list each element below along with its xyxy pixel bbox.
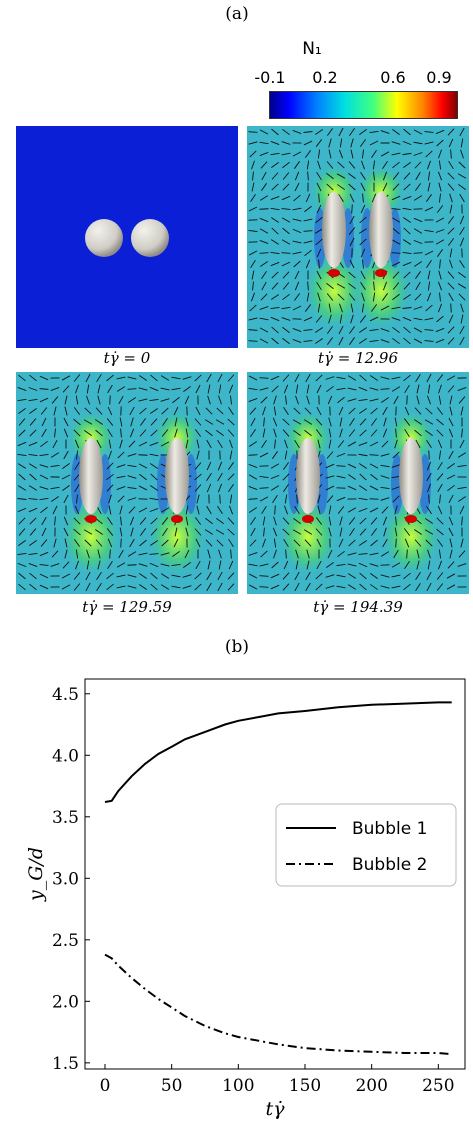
bubble-1-sphere [85,219,123,257]
panel-caption: tγ̇ = 12.96 [317,349,399,367]
y-tick-label: 1.5 [52,1054,79,1074]
series-line-bubble-2 [104,953,452,1056]
panel-deformed-2 [16,372,238,594]
panel-caption: tγ̇ = 129.59 [82,598,172,616]
legend: Bubble 1 Bubble 2 [275,803,457,887]
line-chart: 0 50 100 150 200 250 1.5 2.0 2.5 3.0 3.5 4.0 4.5 tγ̇ y… [25,678,466,1120]
panel-caption: tγ̇ = 0 [103,349,151,367]
panel-initial [16,126,238,348]
colorbar-title: N₁ [302,39,322,59]
bubble-2-sphere [131,219,169,257]
x-tick-label: 0 [100,1076,111,1096]
panel-caption: tγ̇ = 194.39 [313,598,403,616]
x-tick-label: 100 [222,1076,254,1096]
y-axis-label: y_G/d [25,847,47,902]
colorbar-tick: -0.1 [254,68,286,87]
bubble-2-shape [369,192,393,268]
bubble-2-tip-stress [375,269,387,277]
legend-label: Bubble 1 [352,819,427,839]
bubble-1-tip-stress [85,515,97,523]
colorbar-tick: 0.2 [312,68,338,87]
colorbar-tick: 0.9 [426,68,452,87]
y-tick-label: 4.0 [52,746,79,766]
y-tick-label: 3.5 [52,808,79,828]
x-tick-label: 50 [161,1076,183,1096]
y-tick-label: 2.5 [52,931,79,951]
panel-deformed-1 [247,126,469,348]
bubble-2-tip-stress [405,515,417,523]
y-tick-label: 3.0 [52,869,79,889]
bubble-1-tip-stress [302,515,314,523]
colorbar [269,91,458,119]
figure-label-b: (b) [224,637,250,657]
legend-label: Bubble 2 [352,855,427,875]
x-tick-label: 200 [355,1076,387,1096]
figure-label-a: (a) [225,4,249,24]
bubble-1-shape [79,438,103,514]
bubble-1-tip-stress [328,269,340,277]
x-tick-label: 150 [289,1076,321,1096]
bubble-2-tip-stress [171,515,183,523]
bubble-1-shape [296,438,320,514]
series-line-bubble-1 [104,701,452,803]
panel-initial-image [16,126,238,348]
bubble-1-shape [322,192,346,268]
bubble-2-shape [399,438,423,514]
y-tick-label: 2.0 [52,992,79,1012]
y-tick-label: 4.5 [52,685,79,705]
stress-field-image [247,372,469,594]
colorbar-tick: 0.6 [380,68,406,87]
x-tick-label: 250 [422,1076,454,1096]
x-axis-label: tγ̇ [266,1098,286,1120]
stress-field-image [16,372,238,594]
plot-frame [84,678,466,1070]
panel-deformed-3 [247,372,469,594]
bubble-2-shape [165,438,189,514]
stress-field-image [247,126,469,348]
